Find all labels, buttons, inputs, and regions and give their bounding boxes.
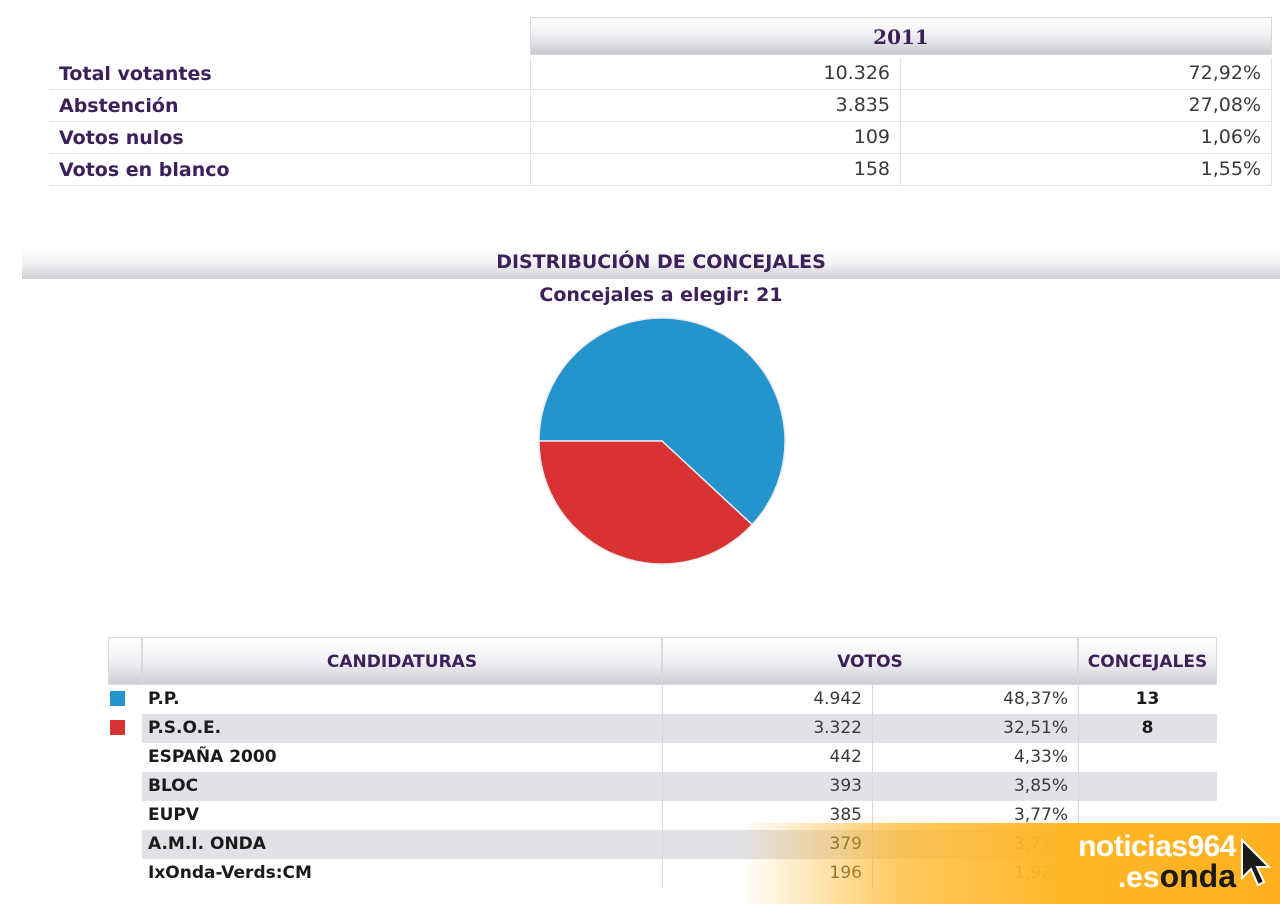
table-row: P.S.O.E. 3.322 32,51% 8 <box>108 714 1217 743</box>
summary-row: Votos en blanco 158 1,55% <box>50 154 1272 186</box>
cell-background <box>142 801 662 830</box>
pie-slice-p-s-o-e <box>538 440 754 565</box>
vote-pct: 32,51% <box>1003 718 1068 738</box>
vote-count: 442 <box>829 747 862 767</box>
vote-count: 3.322 <box>813 718 862 738</box>
distribution-title: DISTRIBUCIÓN DE CONCEJALES <box>496 251 826 273</box>
summary-pct: 1,06% <box>901 122 1272 153</box>
cell-background <box>142 714 662 743</box>
candidate-name: BLOC <box>148 776 199 796</box>
column-divider <box>662 685 663 888</box>
summary-label: Votos en blanco <box>59 159 230 181</box>
cell-background <box>142 685 662 714</box>
cell-background <box>1078 743 1217 772</box>
seat-count: 13 <box>1135 689 1160 709</box>
watermark-onda: onda <box>1159 858 1236 894</box>
candidate-name: EUPV <box>148 805 200 825</box>
cell-background <box>142 830 662 859</box>
vote-pct: 48,37% <box>1003 689 1068 709</box>
seat-count: 8 <box>1141 718 1154 738</box>
column-divider <box>872 685 873 888</box>
votos-header: VOTOS <box>662 637 1078 685</box>
candidate-name: P.P. <box>148 689 180 709</box>
summary-row: Abstención 3.835 27,08% <box>50 90 1272 122</box>
vote-pct: 3,85% <box>1013 776 1068 796</box>
summary-pct: 27,08% <box>901 90 1272 121</box>
concejales-header: CONCEJALES <box>1078 637 1217 685</box>
pie-slice-p-p <box>538 317 786 526</box>
distribution-header-bar <box>22 247 1280 279</box>
cell-background <box>662 772 872 801</box>
cell-background <box>662 714 872 743</box>
summary-row: Total votantes 10.326 72,92% <box>50 58 1272 90</box>
vote-pct: 4,33% <box>1013 747 1068 767</box>
column-divider <box>1078 685 1079 888</box>
cell-background <box>872 772 1078 801</box>
cursor-icon <box>1241 838 1272 887</box>
summary-count: 3.835 <box>530 90 901 121</box>
summary-label: Votos nulos <box>59 127 184 149</box>
table-row: BLOC 393 3,85% <box>108 772 1217 801</box>
watermark-band <box>740 823 1280 904</box>
summary-pct: 72,92% <box>901 58 1272 89</box>
candidate-name: ESPAÑA 2000 <box>148 747 277 767</box>
candidate-name: IxOnda-Verds:CM <box>148 863 312 883</box>
vote-pct: 3,77% <box>1013 805 1068 825</box>
vote-count: 393 <box>829 776 862 796</box>
watermark-line2: .esonda <box>1078 860 1236 894</box>
summary-count: 158 <box>530 154 901 185</box>
legend-swatch <box>110 691 125 706</box>
summary-count: 109 <box>530 122 901 153</box>
summary-label: Abstención <box>59 95 179 117</box>
cell-background <box>1078 772 1217 801</box>
cell-background <box>142 772 662 801</box>
cell-background <box>872 714 1078 743</box>
vote-count: 4.942 <box>813 689 862 709</box>
summary-count: 10.326 <box>530 58 901 89</box>
candidate-name: P.S.O.E. <box>148 718 222 738</box>
candidate-name: A.M.I. ONDA <box>148 834 266 854</box>
swatch-header <box>108 637 142 685</box>
summary-pct: 1,55% <box>901 154 1272 185</box>
table-row: P.P. 4.942 48,37% 13 <box>108 685 1217 714</box>
watermark-line1: noticias964 <box>1078 830 1236 863</box>
vote-count: 385 <box>829 805 862 825</box>
table-row: EUPV 385 3,77% <box>108 801 1217 830</box>
watermark-es: .es <box>1117 861 1160 894</box>
distribution-subtitle: Concejales a elegir: 21 <box>539 284 783 306</box>
table-row: ESPAÑA 2000 442 4,33% <box>108 743 1217 772</box>
summary-label: Total votantes <box>59 63 212 85</box>
summary-row: Votos nulos 109 1,06% <box>50 122 1272 154</box>
candidaturas-header: CANDIDATURAS <box>142 637 662 685</box>
legend-swatch <box>110 720 125 735</box>
cell-background <box>1078 714 1217 743</box>
seats-pie-chart <box>538 317 786 565</box>
year-header: 2011 <box>530 17 1272 55</box>
watermark-logo: noticias964 .esonda <box>1078 830 1236 894</box>
